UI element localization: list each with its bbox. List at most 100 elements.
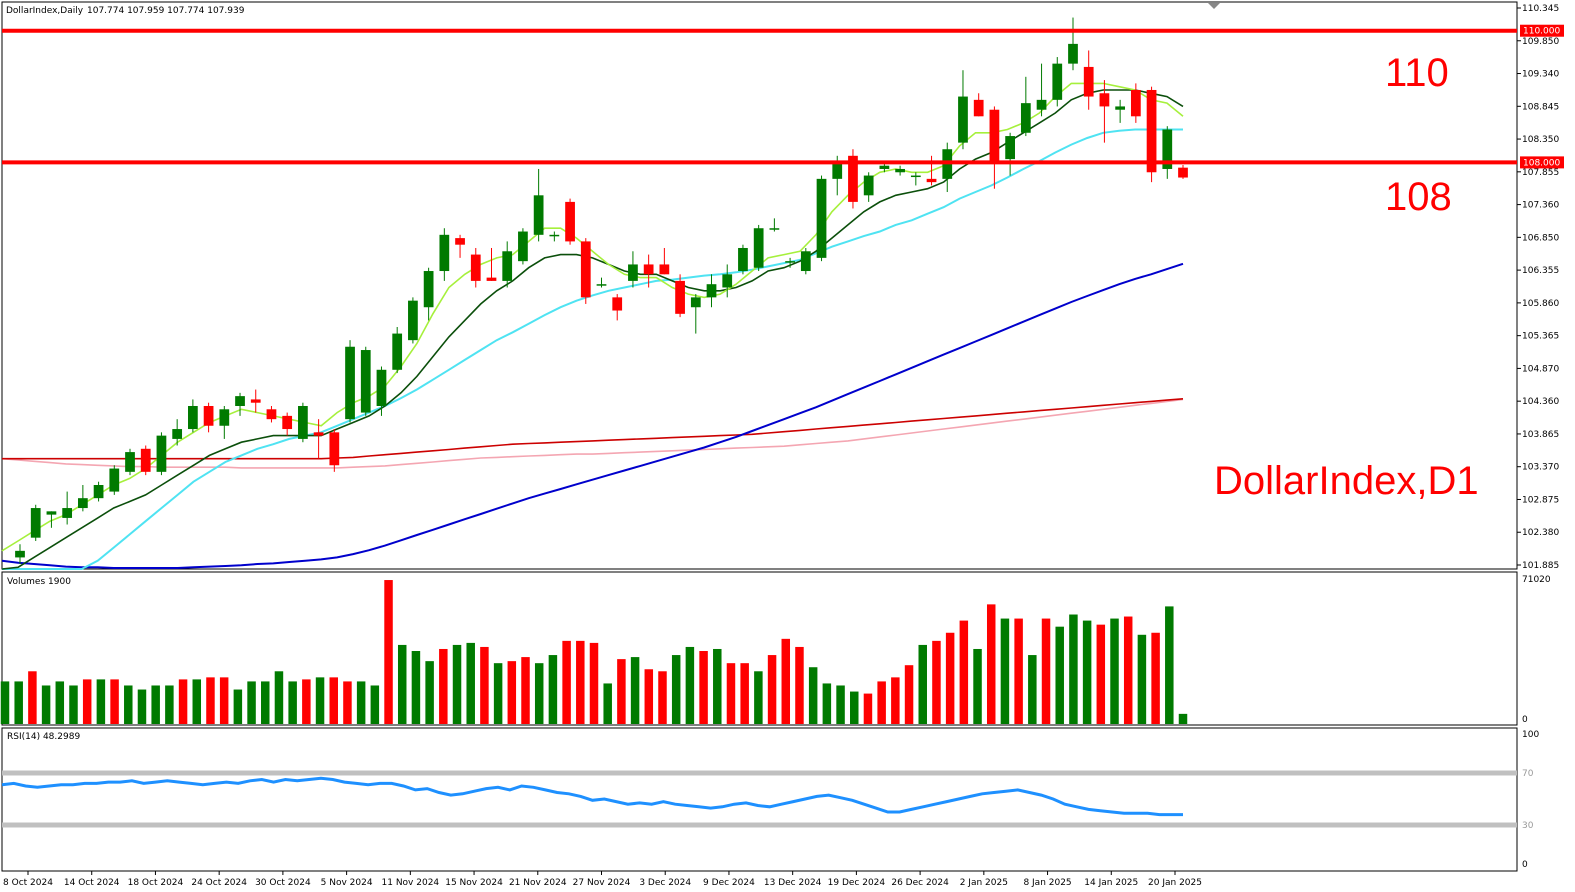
candle[interactable] <box>800 247 811 275</box>
candle[interactable] <box>690 294 701 334</box>
candle[interactable] <box>455 234 465 258</box>
volume-bar <box>192 679 202 724</box>
candle[interactable] <box>235 392 245 416</box>
candle[interactable] <box>785 257 795 268</box>
candle-body <box>722 274 733 288</box>
volume-bar <box>1165 606 1174 724</box>
moving-averages <box>1 82 1184 570</box>
candle[interactable] <box>565 198 575 245</box>
candle[interactable] <box>77 485 88 512</box>
candle[interactable] <box>816 175 827 262</box>
candle-body <box>958 96 968 143</box>
volume-bar <box>671 655 681 724</box>
candle[interactable] <box>769 218 780 232</box>
candle[interactable] <box>30 504 41 541</box>
candle[interactable] <box>1130 83 1141 123</box>
candle[interactable] <box>989 106 1000 189</box>
candle-body <box>989 109 1000 163</box>
candle[interactable] <box>203 402 214 433</box>
candle[interactable] <box>1099 80 1110 143</box>
candle[interactable] <box>172 419 183 446</box>
ma-blue-line <box>1 262 1184 569</box>
candle[interactable] <box>895 165 905 176</box>
level-price-label: 108.000 <box>1523 158 1560 168</box>
date-tick-label: 15 Nov 2024 <box>445 878 503 888</box>
candle[interactable] <box>753 224 764 272</box>
candle[interactable] <box>675 274 685 318</box>
candle[interactable] <box>722 264 733 298</box>
candle[interactable] <box>109 465 120 495</box>
candle-body <box>596 284 607 286</box>
candle[interactable] <box>329 429 340 472</box>
candle[interactable] <box>282 412 293 436</box>
candle[interactable] <box>1162 126 1173 179</box>
candle[interactable] <box>738 244 748 275</box>
candle[interactable] <box>958 70 968 150</box>
candle[interactable] <box>93 481 104 502</box>
volume-bar <box>55 681 65 724</box>
candle[interactable] <box>706 274 717 308</box>
candle[interactable] <box>219 405 230 439</box>
candle[interactable] <box>439 228 450 281</box>
candle[interactable] <box>376 366 387 416</box>
candle-body <box>392 333 403 370</box>
candle[interactable] <box>549 231 560 242</box>
candle[interactable] <box>313 419 324 459</box>
candle[interactable] <box>502 241 513 288</box>
candle[interactable] <box>156 432 167 476</box>
candle[interactable] <box>612 294 623 321</box>
candle[interactable] <box>486 247 497 281</box>
candle[interactable] <box>345 340 355 423</box>
candle[interactable] <box>62 491 73 525</box>
candle[interactable] <box>250 389 261 413</box>
candle[interactable] <box>188 399 198 433</box>
candle[interactable] <box>360 346 371 416</box>
candle[interactable] <box>1068 17 1078 71</box>
candle[interactable] <box>15 544 25 565</box>
candle[interactable] <box>46 511 57 528</box>
candle[interactable] <box>596 277 607 288</box>
volume-bar <box>699 651 708 724</box>
candle[interactable] <box>1083 50 1094 110</box>
candle[interactable] <box>392 326 403 374</box>
candle-body <box>769 228 780 230</box>
scroll-marker-icon[interactable] <box>1208 3 1220 9</box>
candle[interactable] <box>1146 86 1157 183</box>
candle[interactable] <box>408 297 418 344</box>
candle-body <box>816 178 827 258</box>
candle-body <box>973 99 984 117</box>
candle[interactable] <box>643 254 654 288</box>
candle-body <box>1005 136 1015 160</box>
candle-body <box>565 201 575 242</box>
candle[interactable] <box>423 267 434 321</box>
candle[interactable] <box>125 448 135 476</box>
candle-body <box>172 429 183 439</box>
candle[interactable] <box>848 149 858 209</box>
candle[interactable] <box>470 247 481 288</box>
volume-bar <box>795 646 804 724</box>
candle-body <box>1099 93 1110 107</box>
candle[interactable] <box>659 247 670 275</box>
candle[interactable] <box>1178 165 1188 179</box>
candle[interactable] <box>140 445 151 476</box>
candle[interactable] <box>1115 99 1126 123</box>
candle[interactable] <box>1052 57 1063 107</box>
candle[interactable] <box>863 172 874 202</box>
candle[interactable] <box>910 172 921 186</box>
candle[interactable] <box>973 93 984 117</box>
volume-bar <box>1055 626 1064 724</box>
candle[interactable] <box>298 402 308 443</box>
volume-bar <box>96 679 106 724</box>
candle[interactable] <box>628 251 638 288</box>
volume-bar <box>493 663 503 724</box>
volume-bar <box>206 677 215 724</box>
candle[interactable] <box>1036 63 1047 117</box>
candle[interactable] <box>1020 76 1031 137</box>
candle[interactable] <box>1005 132 1015 176</box>
candle[interactable] <box>533 168 544 242</box>
candle[interactable] <box>518 228 528 265</box>
volume-bar <box>891 677 900 724</box>
candle[interactable] <box>580 238 591 304</box>
date-tick-label: 26 Dec 2024 <box>891 878 949 888</box>
candle[interactable] <box>266 405 277 423</box>
